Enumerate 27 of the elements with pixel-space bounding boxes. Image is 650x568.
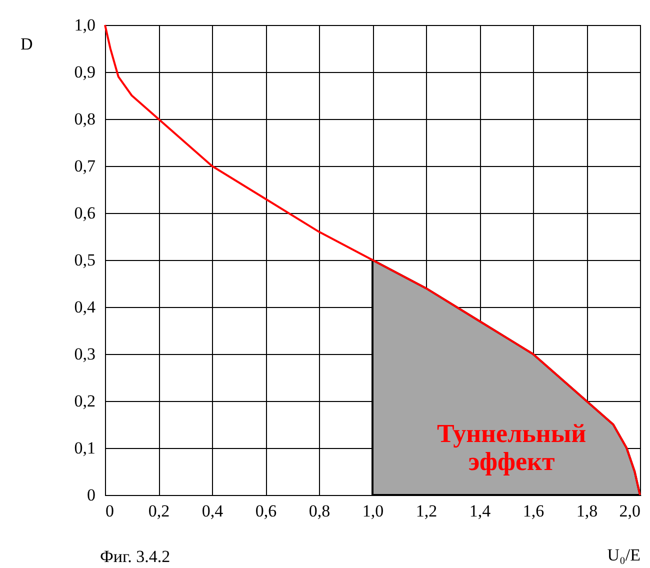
y-tick-label: 0,6 bbox=[74, 204, 96, 222]
x-tick-label: 0 bbox=[106, 502, 114, 520]
y-tick-label: 0,5 bbox=[74, 250, 96, 270]
x-axis-title: U₀/E bbox=[607, 546, 640, 564]
y-tick-label: 0,2 bbox=[74, 392, 96, 410]
text: Фиг. 3.4.2 bbox=[100, 547, 170, 566]
x-tick-label: 1,6 bbox=[522, 502, 544, 520]
y-tick-label: 0,7 bbox=[74, 156, 96, 176]
x-tick-label: 2,0 bbox=[619, 502, 640, 520]
x-tick-label: 1,2 bbox=[416, 502, 438, 520]
y-tick-label: 1,0 bbox=[74, 16, 96, 34]
x-tick-label: 0,2 bbox=[148, 502, 170, 520]
x-tick-label: 1,4 bbox=[469, 502, 492, 520]
y-tick-label: 0,9 bbox=[74, 62, 96, 82]
x-tick-label: 0,8 bbox=[308, 502, 330, 520]
x-tick-label: 1,8 bbox=[576, 502, 598, 520]
y-tick-label: 0,3 bbox=[74, 344, 96, 364]
x-tick-label: 0,4 bbox=[202, 502, 224, 520]
y-tick-label: 0 bbox=[87, 486, 96, 504]
y-tick-label: 0,1 bbox=[74, 438, 96, 458]
annotation: Туннельный эффект bbox=[437, 418, 586, 476]
y-tick-label: 0,4 bbox=[74, 298, 96, 316]
y-tick-label: 0,8 bbox=[74, 110, 96, 128]
y-axis-title: D bbox=[20, 34, 33, 54]
line-series bbox=[104, 24, 641, 496]
x-tick-label: 0,6 bbox=[255, 502, 277, 520]
x-tick-label: 1,0 bbox=[362, 502, 384, 520]
